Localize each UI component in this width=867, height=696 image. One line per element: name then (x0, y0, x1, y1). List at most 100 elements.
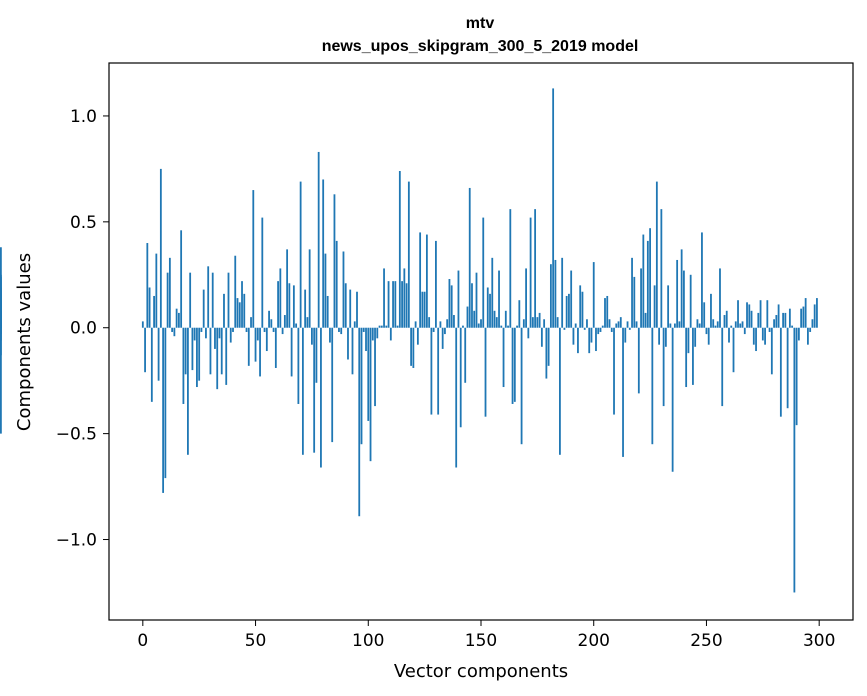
bar (157, 327, 160, 381)
bar (522, 319, 525, 328)
bar (387, 281, 390, 328)
bar (640, 268, 642, 328)
bar (279, 268, 282, 328)
bar (301, 327, 304, 455)
bar (734, 321, 737, 328)
bar (193, 327, 196, 341)
bar (743, 327, 746, 335)
bar (353, 321, 356, 328)
bar (797, 327, 800, 341)
y-tick-label: −0.5 (56, 425, 97, 445)
bar (403, 268, 406, 328)
bar (676, 259, 679, 328)
bar (324, 253, 327, 328)
bar (245, 327, 248, 332)
bar (552, 88, 555, 328)
bar (671, 327, 674, 472)
x-axis: 0 50 100 150 200 250 300 (137, 620, 835, 651)
bar (610, 327, 613, 332)
bar (601, 325, 604, 328)
bar (705, 327, 708, 335)
x-tick-label: 150 (465, 631, 497, 651)
bar (261, 217, 264, 328)
bar (398, 171, 401, 328)
bar (737, 300, 739, 328)
bar (272, 327, 275, 332)
bar (191, 327, 194, 371)
bar (453, 315, 455, 328)
bar (527, 327, 530, 339)
bar (761, 327, 764, 341)
bar (811, 319, 814, 328)
bar (407, 181, 410, 328)
bar (358, 327, 361, 517)
bar (782, 312, 785, 328)
bar (759, 300, 762, 328)
bar (658, 327, 661, 345)
bar (477, 323, 480, 328)
bar (216, 327, 219, 390)
bar (338, 327, 340, 332)
bar (809, 327, 812, 332)
bar (489, 293, 491, 328)
bar (171, 327, 174, 332)
bar (389, 327, 392, 341)
bar (200, 327, 203, 332)
bar (660, 209, 663, 328)
bar (168, 257, 171, 328)
bar (694, 327, 697, 347)
x-tick-label: 100 (352, 631, 384, 651)
bar (464, 327, 467, 383)
bar (333, 194, 336, 328)
y-tick-label: −1.0 (56, 531, 97, 551)
bar (150, 327, 153, 402)
bar (439, 321, 442, 328)
bar (0, 327, 2, 356)
bar (177, 312, 180, 328)
bar (511, 327, 514, 404)
bar (538, 312, 541, 328)
bar (187, 327, 189, 455)
bar (236, 298, 239, 328)
bar (290, 327, 293, 377)
bar (432, 327, 435, 332)
bar (331, 327, 334, 443)
bar (173, 327, 176, 337)
bar (635, 321, 638, 328)
bar (383, 268, 385, 328)
bar (540, 327, 543, 347)
bar (653, 285, 656, 328)
bar (779, 327, 782, 417)
bar (455, 327, 458, 468)
bar (419, 232, 422, 328)
bar (457, 270, 460, 328)
bar (644, 312, 647, 328)
bar (450, 285, 453, 328)
bar (624, 327, 627, 343)
bar (680, 249, 683, 328)
bar (367, 327, 370, 421)
bar (437, 327, 440, 415)
bar (766, 300, 769, 328)
bar (628, 327, 631, 330)
bar (716, 321, 719, 328)
bar (543, 319, 546, 328)
bar (685, 327, 688, 388)
bar (793, 327, 796, 593)
bar (265, 327, 268, 352)
bar (416, 327, 419, 345)
bar (770, 327, 773, 375)
bar (182, 327, 185, 404)
bar (270, 319, 273, 328)
bar (786, 327, 789, 409)
bar (365, 327, 367, 352)
bar (739, 323, 742, 328)
bar (317, 151, 320, 328)
bar (180, 230, 183, 328)
bar (741, 321, 744, 328)
bar (340, 327, 343, 335)
bar (813, 304, 816, 328)
bar (547, 327, 550, 366)
bar (196, 327, 198, 388)
bar (493, 310, 496, 328)
